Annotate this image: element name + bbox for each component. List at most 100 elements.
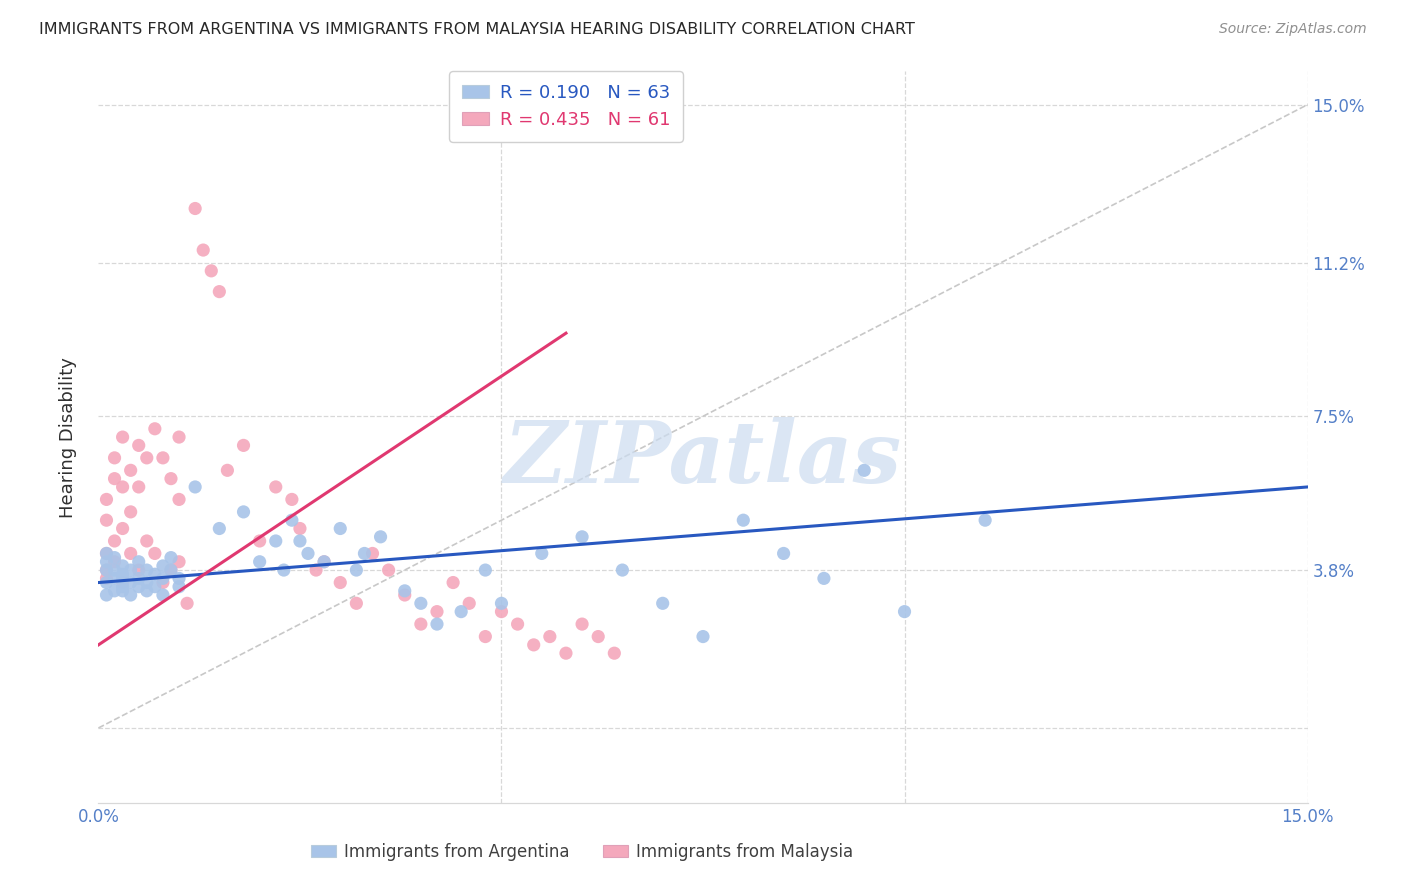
Point	[458, 596, 481, 610]
Point	[264, 533, 287, 548]
Point	[491, 596, 513, 610]
Point	[120, 463, 142, 477]
Point	[394, 588, 416, 602]
Point	[329, 575, 352, 590]
Point	[409, 596, 432, 610]
Point	[329, 521, 352, 535]
Point	[96, 546, 118, 560]
Point	[160, 563, 183, 577]
Point	[281, 492, 304, 507]
Point	[288, 521, 311, 535]
Point	[193, 243, 215, 257]
Point	[135, 575, 157, 590]
Point	[111, 575, 134, 590]
Point	[167, 571, 190, 585]
Point	[491, 605, 513, 619]
Point	[120, 563, 142, 577]
Point	[232, 505, 254, 519]
Point	[217, 463, 239, 477]
Point	[523, 638, 546, 652]
Point	[813, 571, 835, 585]
Point	[96, 575, 118, 590]
Point	[450, 605, 472, 619]
Point	[305, 563, 328, 577]
Point	[111, 580, 134, 594]
Point	[111, 583, 134, 598]
Point	[772, 546, 794, 560]
Point	[361, 546, 384, 560]
Text: IMMIGRANTS FROM ARGENTINA VS IMMIGRANTS FROM MALAYSIA HEARING DISABILITY CORRELA: IMMIGRANTS FROM ARGENTINA VS IMMIGRANTS …	[39, 22, 915, 37]
Point	[128, 438, 150, 452]
Point	[152, 558, 174, 573]
Point	[167, 492, 190, 507]
Point	[353, 546, 375, 560]
Point	[394, 583, 416, 598]
Point	[249, 555, 271, 569]
Point	[96, 546, 118, 560]
Point	[128, 580, 150, 594]
Point	[571, 530, 593, 544]
Point	[103, 450, 125, 465]
Point	[506, 617, 529, 632]
Point	[651, 596, 673, 610]
Point	[176, 596, 198, 610]
Point	[103, 472, 125, 486]
Point	[111, 558, 134, 573]
Point	[344, 563, 367, 577]
Point	[152, 575, 174, 590]
Point	[167, 555, 190, 569]
Point	[152, 588, 174, 602]
Point	[135, 533, 157, 548]
Point	[426, 605, 449, 619]
Point	[612, 563, 634, 577]
Point	[370, 530, 392, 544]
Point	[893, 605, 915, 619]
Point	[208, 285, 231, 299]
Point	[103, 555, 125, 569]
Point	[143, 422, 166, 436]
Point	[208, 521, 231, 535]
Point	[120, 546, 142, 560]
Point	[128, 571, 150, 585]
Point	[297, 546, 319, 560]
Point	[409, 617, 432, 632]
Point	[135, 450, 157, 465]
Point	[103, 563, 125, 577]
Point	[143, 580, 166, 594]
Y-axis label: Hearing Disability: Hearing Disability	[59, 357, 77, 517]
Point	[586, 630, 609, 644]
Point	[96, 563, 118, 577]
Point	[103, 583, 125, 598]
Point	[120, 505, 142, 519]
Point	[474, 563, 496, 577]
Point	[160, 563, 183, 577]
Point	[143, 567, 166, 582]
Point	[264, 480, 287, 494]
Point	[128, 563, 150, 577]
Text: ZIPatlas: ZIPatlas	[503, 417, 903, 500]
Point	[128, 555, 150, 569]
Point	[281, 513, 304, 527]
Point	[184, 480, 207, 494]
Point	[555, 646, 578, 660]
Point	[160, 550, 183, 565]
Point	[167, 430, 190, 444]
Point	[111, 571, 134, 585]
Point	[103, 571, 125, 585]
Point	[974, 513, 997, 527]
Point	[96, 555, 118, 569]
Point	[96, 492, 118, 507]
Point	[692, 630, 714, 644]
Point	[96, 588, 118, 602]
Point	[474, 630, 496, 644]
Point	[733, 513, 755, 527]
Point	[530, 546, 553, 560]
Point	[96, 513, 118, 527]
Point	[120, 575, 142, 590]
Point	[603, 646, 626, 660]
Point	[232, 438, 254, 452]
Point	[426, 617, 449, 632]
Point	[538, 630, 561, 644]
Point	[103, 550, 125, 565]
Point	[160, 472, 183, 486]
